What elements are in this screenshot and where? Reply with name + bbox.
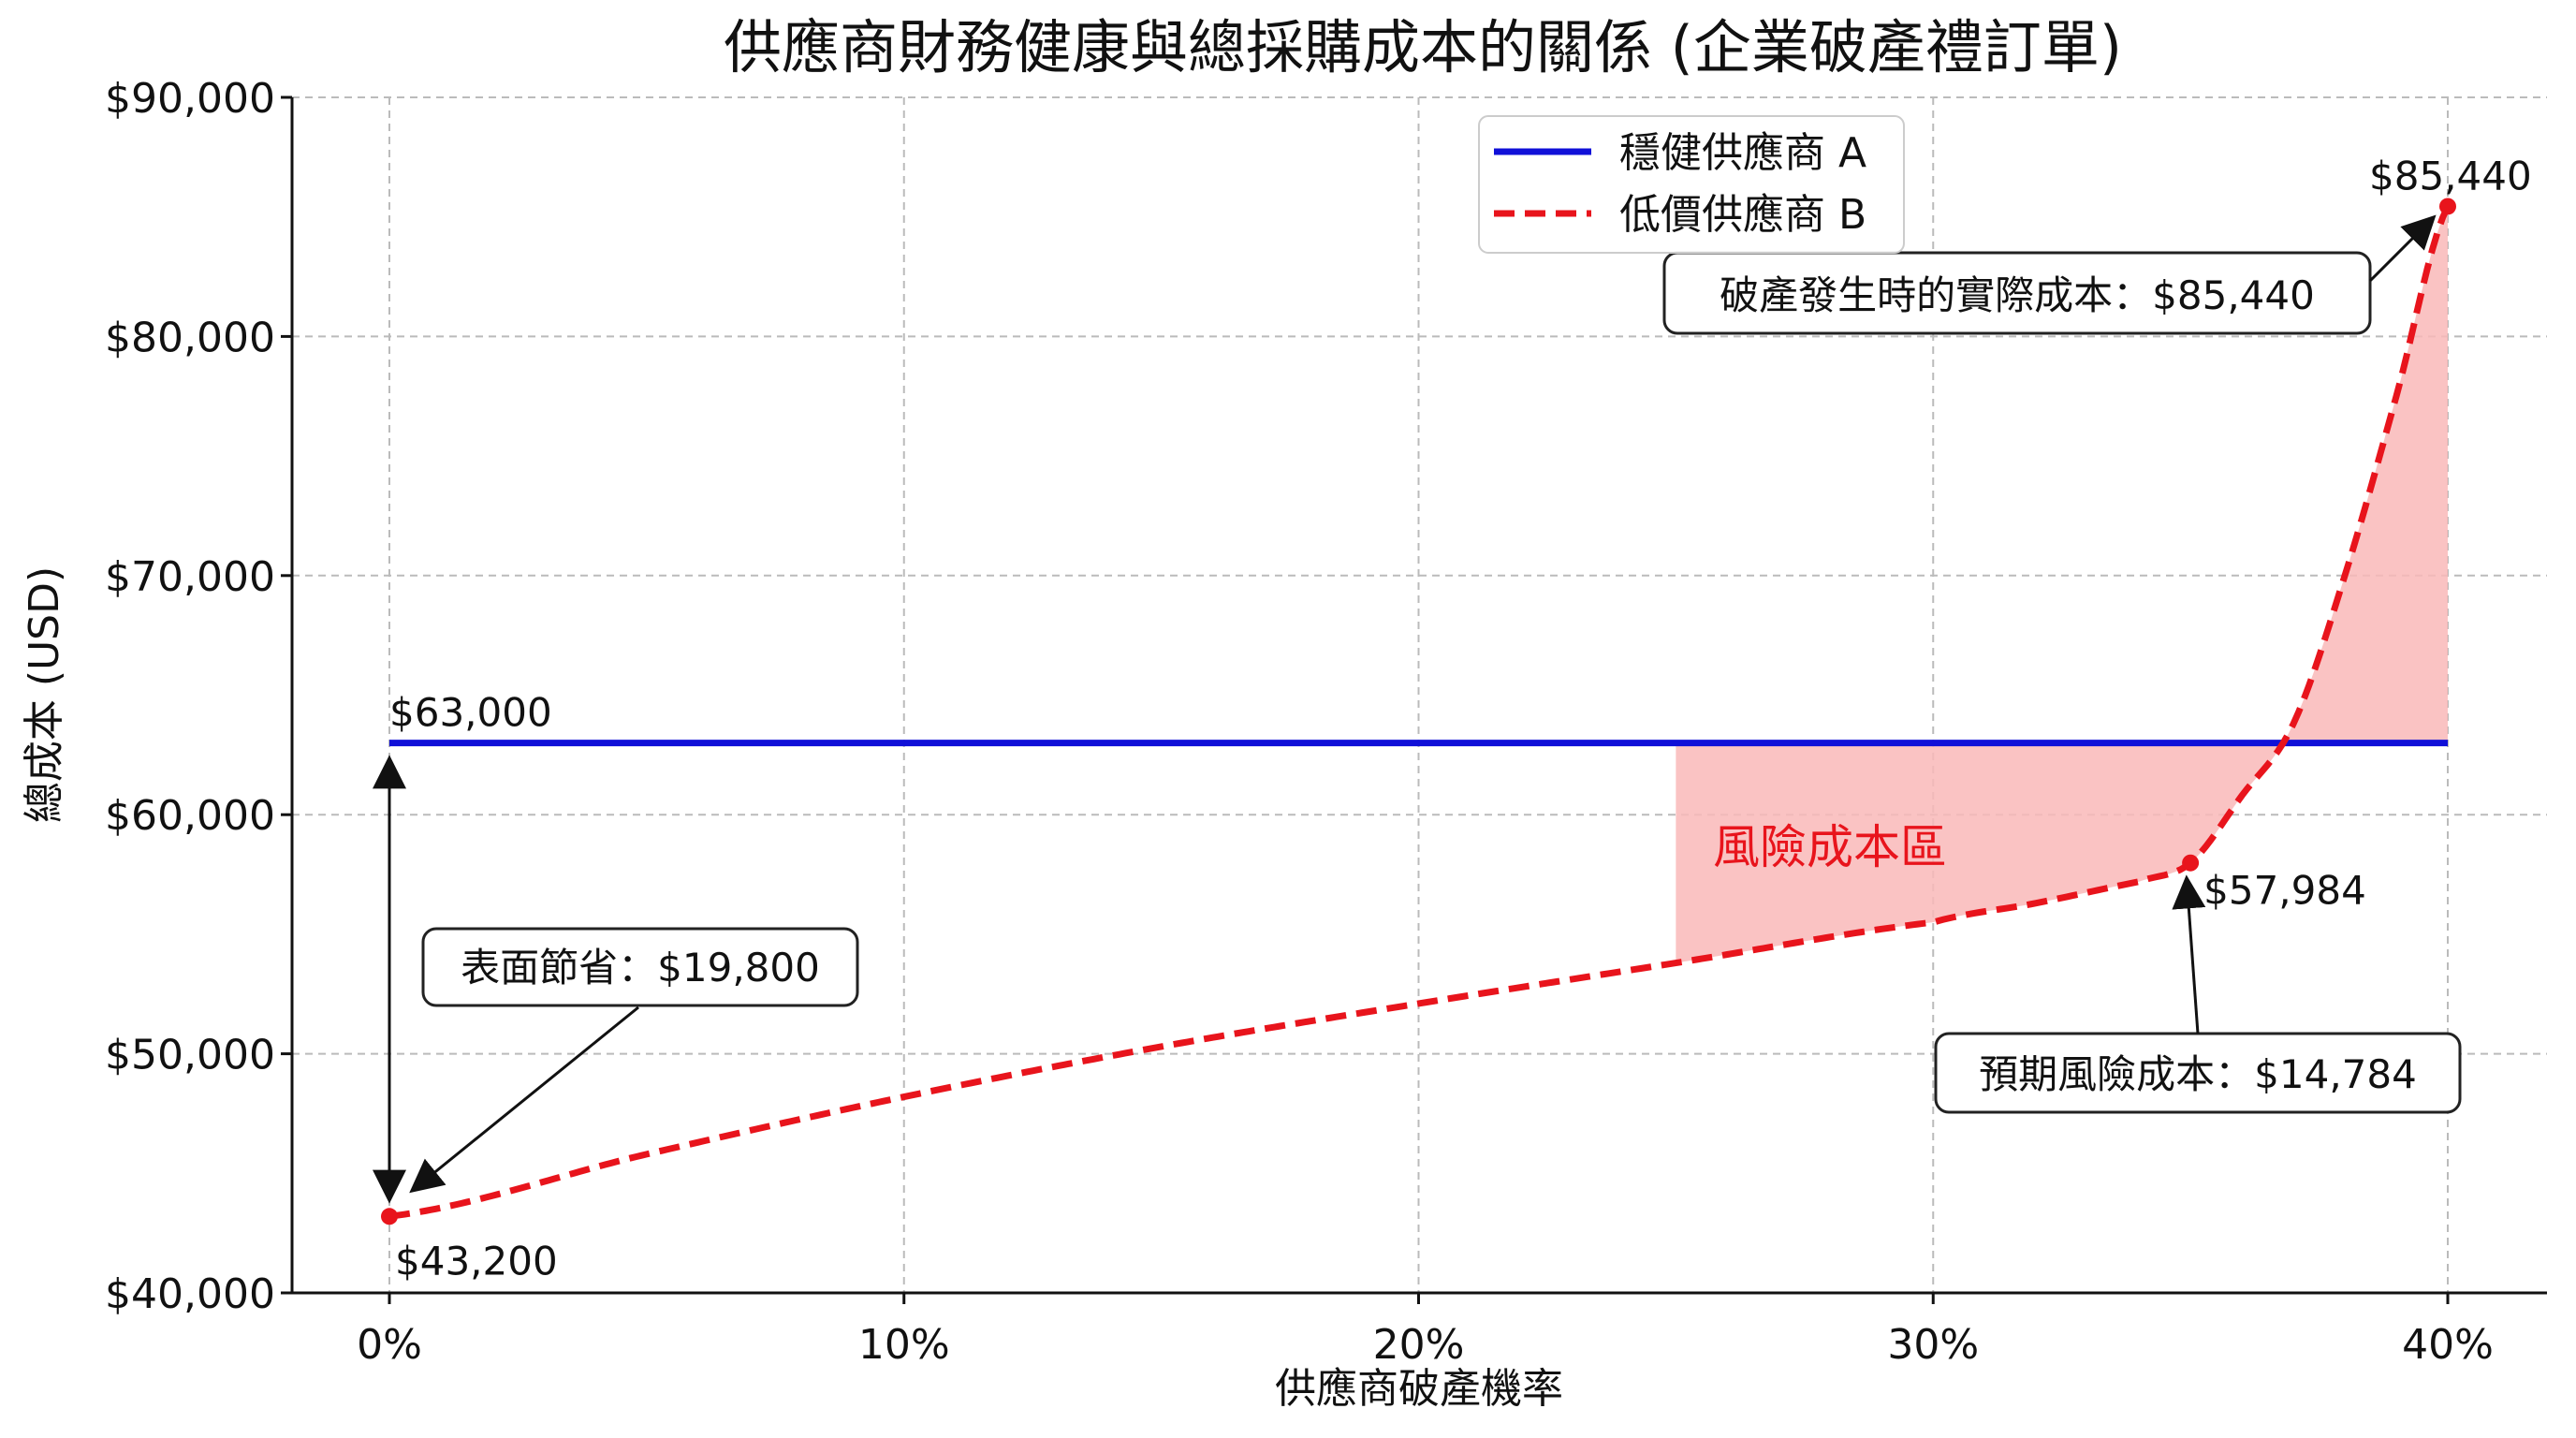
y-tick-label: $60,000 [105, 792, 275, 840]
risk-arrow [2172, 874, 2206, 1034]
legend-label-a: 穩健供應商 A [1619, 129, 1866, 177]
y-tick-label: $50,000 [105, 1032, 275, 1079]
point-value-label: $63,000 [389, 690, 552, 736]
risk-cost-area [1676, 206, 2448, 963]
chart-title: 供應商財務健康與總採購成本的關係 (企業破產禮訂單) [724, 13, 2122, 81]
y-axis-label: 總成本 (USD) [21, 566, 68, 823]
legend-label-b: 低價供應商 B [1619, 191, 1866, 239]
risk-annotation: 預期風險成本：$14,784 [1979, 1051, 2417, 1097]
x-tick-label: 0% [357, 1321, 422, 1369]
legend: 穩健供應商 A 低價供應商 B [1478, 115, 1905, 254]
x-axis-label: 供應商破產機率 [1275, 1365, 1563, 1413]
y-tick-label: $90,000 [105, 75, 275, 123]
x-tick-label: 40% [2402, 1321, 2494, 1369]
data-point-marker [2439, 198, 2456, 215]
bankruptcy-annotation-box [1662, 251, 2372, 335]
data-point-marker [381, 1208, 398, 1225]
x-tick-label: 20% [1373, 1321, 1465, 1369]
risk-cost-area-label: 風險成本區 [1713, 820, 1947, 874]
savings-annotation-box [421, 927, 859, 1007]
point-value-label: $43,200 [395, 1238, 558, 1284]
point-value-label: $85,440 [2369, 153, 2532, 198]
point-value-label: $57,984 [2203, 868, 2366, 914]
x-tick-label: 10% [858, 1321, 950, 1369]
bankruptcy-arrow [2368, 214, 2437, 283]
y-tick-label: $40,000 [105, 1270, 275, 1318]
y-tick-label: $80,000 [105, 314, 275, 361]
series-supplier-b [388, 205, 2452, 1220]
y-tick-label: $70,000 [105, 553, 275, 601]
savings-annotation: 表面節省：$19,800 [461, 945, 820, 990]
savings-arrow [409, 1005, 639, 1194]
axes: 0% 10% 20% 30% 40% $40,000 $50,000 $60,000 $70,0… [105, 75, 2547, 1369]
data-point-marker [2182, 854, 2200, 872]
bankruptcy-annotation: 破產發生時的實際成本：$85,440 [1720, 272, 2315, 318]
x-tick-label: 30% [1887, 1321, 1979, 1369]
